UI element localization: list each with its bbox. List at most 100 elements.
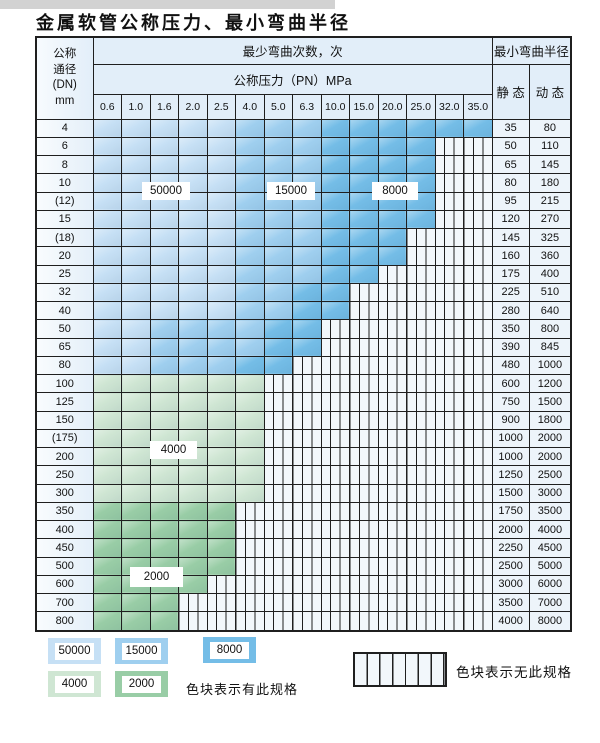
spec-cell-8000 [263,337,293,357]
dynamic-value-cell: 6000 [528,574,572,595]
pressure-column-header: 1.6 [149,93,179,120]
no-spec-cell [434,556,464,576]
spec-cell-4000 [235,483,265,503]
spec-cell-4000 [149,483,179,503]
no-spec-cell [463,209,493,230]
no-spec-cell [263,373,293,394]
spec-cell-8000 [263,319,293,339]
spec-cell-8000 [320,300,350,321]
no-spec-cell [377,519,407,540]
static-value-cell: 350 [491,319,530,339]
legend-swatch-50000: 50000 [48,638,101,664]
no-spec-cell [406,373,436,394]
table-row: 150 900 1800 [35,410,572,430]
spec-cell-15000 [235,191,265,211]
no-spec-cell [434,154,464,175]
dn-cell: 300 [35,483,94,503]
spec-cell-8000 [292,300,322,321]
no-spec-cell [320,373,350,394]
no-spec-cell [463,246,493,266]
legend-no-spec-label: 色块表示无此规格 [456,665,572,680]
no-spec-cell [406,465,436,485]
spec-cell-15000 [235,118,265,138]
spec-cell-50000 [92,319,122,339]
table-row: (175) 1000 2000 [35,428,572,449]
spec-cell-15000 [235,246,265,266]
no-spec-cell [377,355,407,376]
dynamic-header: 动 态 [528,63,572,120]
no-spec-cell [434,373,464,394]
dn-cell: 800 [35,611,94,632]
spec-cell-8000 [263,355,293,376]
no-spec-cell [463,191,493,211]
spec-cell-2000 [178,574,208,595]
no-spec-cell [434,209,464,230]
spec-cell-4000 [121,446,151,467]
table-row: 450 2250 4500 [35,538,572,558]
no-spec-cell [377,501,407,522]
spec-cell-4000 [235,428,265,449]
spec-cell-50000 [206,136,236,157]
spec-cell-8000 [320,118,350,138]
static-value-cell: 1750 [491,501,530,522]
no-spec-cell [434,611,464,632]
static-value-cell: 80 [491,173,530,193]
pressure-column-header: 15.0 [349,93,379,120]
no-spec-cell [406,592,436,613]
spec-cell-4000 [121,483,151,503]
table-row: 400 2000 4000 [35,519,572,540]
spec-cell-50000 [178,227,208,248]
spec-cell-4000 [235,410,265,430]
no-spec-cell [292,465,322,485]
no-spec-cell [406,264,436,284]
no-spec-cell [406,300,436,321]
page-title: 金属软管公称压力、最小弯曲半径 [36,13,351,33]
no-spec-cell [406,246,436,266]
dn-cell: 15 [35,209,94,230]
static-value-cell: 750 [491,392,530,412]
table-row: 65 390 845 [35,337,572,357]
dn-cell: 100 [35,373,94,394]
spec-cell-50000 [178,282,208,303]
spec-cell-4000 [149,465,179,485]
spec-cell-15000 [149,319,179,339]
spec-cell-4000 [178,373,208,394]
static-value-cell: 3500 [491,592,530,613]
spec-cell-2000 [92,501,122,522]
no-spec-cell [320,465,350,485]
spec-cell-50000 [121,264,151,284]
no-spec-cell [292,519,322,540]
cycle-count-label-50000: 50000 [142,182,190,200]
spec-cell-8000 [235,355,265,376]
spec-cell-15000 [235,136,265,157]
spec-cell-15000 [263,154,293,175]
legend-swatch-2000: 2000 [115,671,168,697]
spec-cell-15000 [235,282,265,303]
table-row: 50 350 800 [35,319,572,339]
spec-cell-8000 [377,246,407,266]
spec-cell-2000 [92,574,122,595]
pressure-column-header: 10.0 [320,93,350,120]
pressure-column-header: 32.0 [434,93,464,120]
spec-cell-8000 [377,118,407,138]
no-spec-cell [377,483,407,503]
dynamic-value-cell: 110 [528,136,572,157]
spec-cell-50000 [121,246,151,266]
no-spec-cell [406,611,436,632]
no-spec-cell [463,538,493,558]
no-spec-cell [434,592,464,613]
spec-cell-15000 [263,118,293,138]
dynamic-value-cell: 1500 [528,392,572,412]
spec-cell-50000 [149,227,179,248]
spec-cell-4000 [206,465,236,485]
static-value-cell: 390 [491,337,530,357]
spec-cell-50000 [178,209,208,230]
no-spec-cell [463,136,493,157]
no-spec-cell [263,410,293,430]
spec-cell-50000 [206,154,236,175]
spec-cell-4000 [121,392,151,412]
no-spec-cell [320,355,350,376]
table-row: 20 160 360 [35,246,572,266]
spec-cell-4000 [178,483,208,503]
